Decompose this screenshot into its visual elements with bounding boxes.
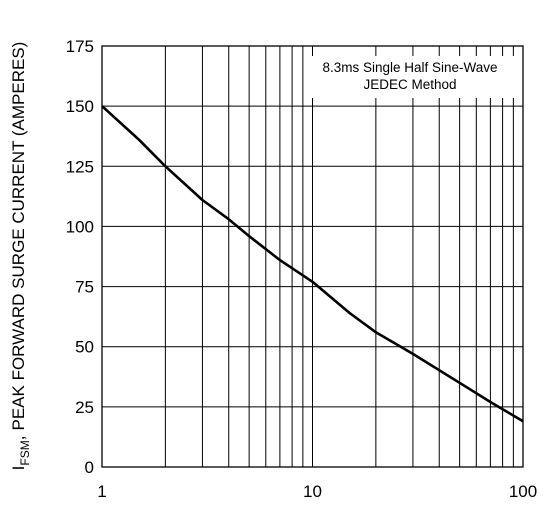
y-tick-label: 25: [75, 398, 94, 417]
y-axis-label: IFSM, PEAK FORWARD SURGE CURRENT (AMPERES…: [9, 42, 32, 471]
grid-lines: [102, 46, 523, 467]
x-tick-label: 10: [303, 482, 322, 501]
annotation-line-1: 8.3ms Single Half Sine-Wave: [322, 60, 497, 75]
y-axis-symbol: I: [9, 466, 28, 471]
plot-frame: [101, 45, 524, 468]
y-axis-text: PEAK FORWARD SURGE CURRENT (AMPERES): [9, 42, 28, 431]
x-tick-labels: 1 10 100: [97, 482, 537, 501]
y-axis-subscript: FSM: [18, 440, 32, 465]
y-tick-label: 175: [66, 37, 94, 56]
y-axis-comma: ,: [9, 436, 28, 441]
y-tick-label: 75: [75, 278, 94, 297]
y-tick-label: 150: [66, 97, 94, 116]
x-tick-label: 1: [97, 482, 106, 501]
y-tick-label: 0: [85, 458, 94, 477]
series-line: [101, 105, 524, 423]
x-tick-label: 100: [509, 482, 537, 501]
series-line-layer: [101, 105, 524, 423]
annotation-line-2: JEDEC Method: [363, 77, 456, 92]
y-tick-label: 125: [66, 157, 94, 176]
y-tick-label: 50: [75, 338, 94, 357]
annotation-box: 8.3ms Single Half Sine-Wave JEDEC Method: [306, 56, 515, 98]
y-tick-label: 100: [66, 217, 94, 236]
y-tick-labels: 0 25 50 75 100 125 150 175: [66, 37, 94, 477]
